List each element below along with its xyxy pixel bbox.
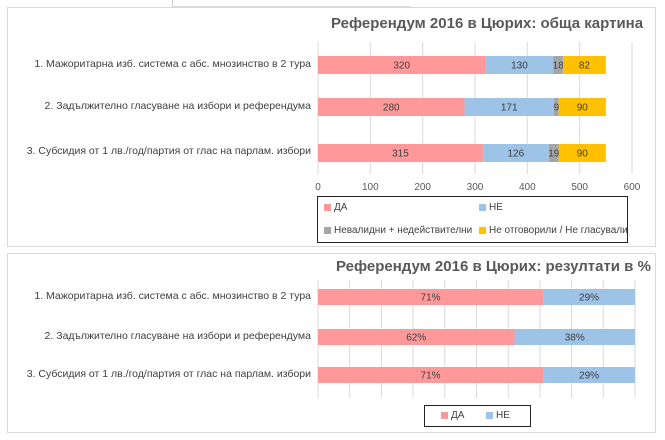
- legend-label: НЕ: [489, 202, 503, 213]
- data-label: 38%: [565, 333, 585, 344]
- category-label: 1. Мажоритарна изб. система с абс. мнози…: [34, 290, 311, 302]
- legend: ДА НЕ Невалидни + недействителни Не отго…: [317, 196, 628, 243]
- bar-segment: [318, 367, 544, 383]
- tick-label: 200: [414, 182, 431, 193]
- legend-item-no: НЕ: [486, 410, 510, 421]
- bar-segment: [318, 144, 483, 162]
- tick-label: 400: [519, 182, 536, 193]
- category-label: 2. Задължително гласуване на избори и ре…: [44, 330, 311, 342]
- legend-label: ДА: [334, 202, 348, 213]
- bar-segment: [318, 289, 544, 305]
- chart-percent[interactable]: Референдум 2016 в Цюрих: резултати в % 1…: [7, 253, 656, 433]
- data-label: 82: [579, 61, 591, 72]
- bar-segment: [558, 98, 606, 116]
- data-label: 130: [511, 61, 528, 72]
- legend-item-yes: ДА: [441, 410, 464, 421]
- bar-segment: [485, 56, 554, 74]
- legend-item-no: НЕ: [479, 202, 503, 213]
- data-label: 18: [553, 61, 565, 72]
- legend-label: Не отговорили / Не гласували: [489, 225, 628, 236]
- bar-segment: [553, 56, 563, 74]
- category-label: 1. Мажоритарна изб. система с абс. мнози…: [34, 58, 311, 70]
- bar-segment: [554, 98, 559, 116]
- data-label: 62%: [406, 333, 426, 344]
- plot-area: 0 100 200 300 400 500 600 320 130 18 82 280 171 9 90 31…: [315, 42, 641, 193]
- bar-segment: [548, 144, 559, 162]
- tick-label: 300: [467, 182, 484, 193]
- legend-item-noanswer: Не отговорили / Не гласували: [479, 225, 628, 236]
- legend-label: Невалидни + недействителни: [334, 225, 473, 236]
- legend-label: НЕ: [496, 410, 510, 421]
- tick-label: 100: [362, 182, 379, 193]
- category-label: 3. Субсидия от 1 лв./год/партия от глас …: [26, 368, 311, 380]
- plot-area: 71% 29% 62% 38% 71% 29%: [317, 280, 636, 398]
- data-label: 71%: [421, 371, 441, 382]
- data-label: 29%: [579, 371, 599, 382]
- bar-segment: [318, 329, 515, 345]
- data-label: 126: [507, 149, 524, 160]
- data-label: 315: [392, 149, 409, 160]
- data-label: 320: [393, 61, 410, 72]
- data-label: 71%: [421, 293, 441, 304]
- category-label: 3. Субсидия от 1 лв./год/партия от глас …: [26, 145, 311, 157]
- chart-title: Референдум 2016 в Цюрих: обща картина: [331, 15, 644, 32]
- legend: ДА НЕ: [424, 405, 531, 427]
- data-label: 90: [577, 103, 589, 114]
- bar-segment: [318, 56, 486, 74]
- legend-item-yes: ДА: [324, 202, 347, 213]
- tick-label: 500: [571, 182, 588, 193]
- bar-segment: [543, 367, 635, 383]
- legend-label: ДА: [451, 410, 465, 421]
- bar-segment: [543, 289, 635, 305]
- bar-segment: [318, 98, 465, 116]
- background-frame: [172, 0, 411, 7]
- tick-label: 0: [315, 182, 321, 193]
- bar-segment: [482, 144, 549, 162]
- bar-segment: [464, 98, 555, 116]
- data-label: 171: [501, 103, 518, 114]
- bar-segment: [562, 56, 606, 74]
- chart-overall[interactable]: Референдум 2016 в Цюрих: обща картина 1.…: [7, 7, 656, 247]
- category-label: 2. Задължително гласуване на избори и ре…: [44, 100, 311, 112]
- data-label: 9: [554, 103, 560, 114]
- bar-segment: [514, 329, 635, 345]
- data-label: 90: [577, 149, 589, 160]
- data-label: 280: [383, 103, 400, 114]
- bar-segment: [558, 144, 606, 162]
- chart-title: Референдум 2016 в Цюрих: резултати в %: [336, 258, 651, 275]
- legend-item-invalid: Невалидни + недействителни: [324, 225, 472, 236]
- data-label: 19: [548, 149, 560, 160]
- data-label: 29%: [579, 293, 599, 304]
- tick-label: 600: [624, 182, 641, 193]
